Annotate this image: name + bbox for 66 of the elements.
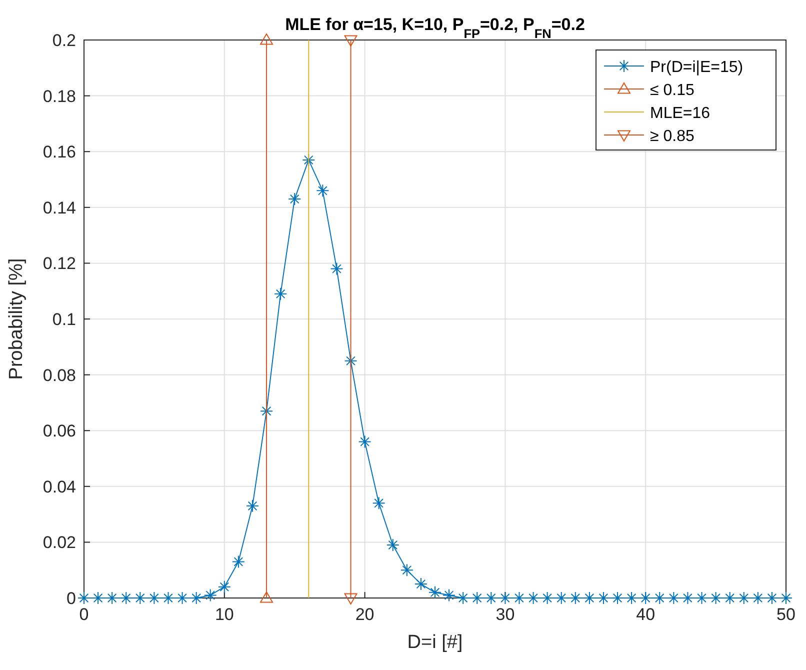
point bbox=[709, 592, 722, 604]
y-tick-label: 0.14 bbox=[42, 198, 76, 218]
legend-label: MLE=16 bbox=[650, 105, 710, 122]
point bbox=[695, 592, 708, 604]
point bbox=[512, 592, 526, 604]
y-axis-title: Probability [%] bbox=[6, 258, 27, 380]
y-tick-label: 0.04 bbox=[42, 477, 76, 496]
point bbox=[386, 538, 400, 552]
point bbox=[134, 592, 147, 604]
point bbox=[737, 592, 750, 604]
point bbox=[751, 592, 764, 604]
point bbox=[176, 592, 189, 604]
point bbox=[148, 592, 161, 604]
y-tick-label: 0.02 bbox=[42, 533, 76, 552]
point bbox=[302, 153, 316, 166]
legend-label: ≥ 0.85 bbox=[650, 128, 694, 145]
point bbox=[372, 496, 386, 510]
point bbox=[484, 592, 498, 604]
point bbox=[218, 580, 231, 594]
y-tick-label: 0.1 bbox=[52, 310, 76, 329]
y-tick-label: 0.12 bbox=[42, 254, 76, 274]
x-axis-title: D=i [#] bbox=[407, 632, 463, 653]
y-tick-label: 0.16 bbox=[42, 142, 76, 162]
point bbox=[246, 499, 259, 512]
point bbox=[568, 592, 582, 604]
point bbox=[120, 592, 133, 604]
point bbox=[414, 578, 428, 591]
point bbox=[456, 592, 470, 604]
x-tick-label: 0 bbox=[79, 605, 89, 624]
y-tick-label: 0.08 bbox=[42, 366, 76, 385]
point bbox=[639, 592, 652, 604]
point bbox=[288, 192, 302, 206]
point bbox=[204, 588, 217, 602]
point bbox=[470, 592, 484, 604]
point bbox=[162, 592, 175, 604]
point bbox=[442, 588, 456, 602]
legend-label: ≤ 0.15 bbox=[650, 82, 694, 99]
legend-label: Pr(D=i|E=15) bbox=[650, 59, 744, 76]
point bbox=[498, 592, 512, 604]
point bbox=[554, 592, 568, 604]
x-tick-label: 10 bbox=[214, 605, 234, 624]
point bbox=[428, 586, 442, 599]
y-tick-label: 0 bbox=[66, 589, 76, 608]
point bbox=[723, 592, 736, 604]
point bbox=[316, 184, 330, 198]
point bbox=[232, 555, 245, 568]
point bbox=[667, 592, 680, 604]
chart-title: MLE for α=15, K=10, P$_{FP}$=0.2, P$_{FN}$=0.2 bbox=[285, 15, 585, 40]
x-tick-label: 20 bbox=[355, 605, 374, 624]
x-tick-label: 40 bbox=[636, 605, 656, 624]
point bbox=[344, 354, 358, 368]
point bbox=[274, 287, 288, 300]
point bbox=[681, 592, 694, 604]
x-tick-label: 50 bbox=[776, 605, 796, 624]
point bbox=[358, 435, 372, 448]
y-tick-label: 0.18 bbox=[42, 86, 76, 106]
point bbox=[190, 592, 203, 604]
y-tick-label: 0.2 bbox=[52, 31, 76, 50]
point bbox=[526, 592, 540, 604]
point bbox=[540, 592, 554, 604]
y-tick-label: 0.06 bbox=[42, 422, 76, 441]
point bbox=[106, 592, 119, 604]
point bbox=[400, 564, 414, 577]
x-tick-label: 30 bbox=[496, 605, 515, 624]
point bbox=[653, 592, 666, 604]
point bbox=[330, 262, 344, 276]
